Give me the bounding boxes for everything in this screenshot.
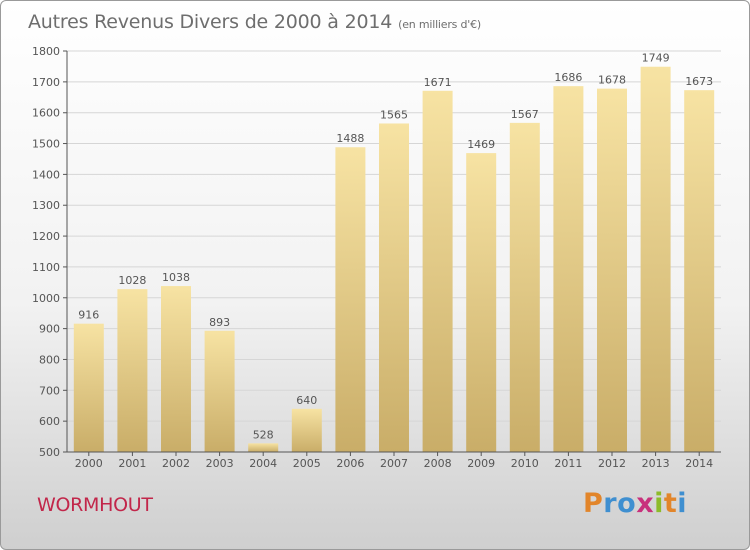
bar: [422, 90, 453, 453]
x-tick-label: 2005: [293, 457, 321, 470]
data-label: 1038: [162, 271, 190, 284]
bar: [553, 86, 584, 452]
x-tick-label: 2001: [118, 457, 146, 470]
y-tick-label: 1300: [32, 199, 60, 212]
y-tick-label: 1400: [32, 168, 60, 181]
data-label: 1686: [554, 71, 582, 84]
data-label: 640: [296, 394, 317, 407]
data-label: 528: [253, 428, 274, 441]
y-tick-label: 1000: [32, 292, 60, 305]
data-label: 1469: [467, 138, 495, 151]
bar: [248, 443, 279, 452]
bar: [466, 153, 497, 452]
data-label: 1488: [336, 132, 364, 145]
commune-name: WORMHOUT: [37, 494, 153, 516]
chart-title-main: Autres Revenus Divers de 2000 à 2014: [28, 11, 393, 33]
bar: [684, 90, 715, 452]
logo-letter: i: [654, 488, 664, 519]
bar: [335, 147, 366, 453]
x-tick-label: 2002: [162, 457, 190, 470]
y-tick-label: 1200: [32, 230, 60, 243]
x-tick-label: 2009: [467, 457, 495, 470]
x-tick-label: 2013: [642, 457, 670, 470]
chart-title-unit: (en milliers d'€): [398, 18, 482, 31]
data-label: 1028: [118, 274, 146, 287]
x-tick-label: 2012: [598, 457, 626, 470]
y-tick-label: 1600: [32, 107, 60, 120]
x-tick-label: 2008: [424, 457, 452, 470]
bar: [291, 408, 322, 452]
data-label: 1567: [511, 108, 539, 121]
bar: [204, 330, 235, 452]
x-tick-label: 2000: [75, 457, 103, 470]
x-tick-label: 2006: [336, 457, 364, 470]
data-label: 1678: [598, 74, 626, 87]
bar: [640, 66, 671, 452]
y-tick-label: 1100: [32, 261, 60, 274]
logo-letter: o: [617, 488, 637, 519]
x-tick-label: 2007: [380, 457, 408, 470]
bar: [379, 123, 409, 452]
logo-letter: P: [583, 488, 604, 519]
bar: [161, 286, 191, 452]
bar: [73, 323, 104, 452]
logo-letter: t: [663, 488, 678, 519]
x-tick-label: 2004: [249, 457, 277, 470]
logo-letter: x: [636, 488, 655, 519]
proxiti-logo: Proxiti: [583, 488, 687, 519]
chart-title: Autres Revenus Divers de 2000 à 2014 (en …: [28, 11, 481, 33]
x-tick-label: 2014: [685, 457, 713, 470]
x-tick-label: 2011: [554, 457, 582, 470]
y-tick-label: 900: [39, 323, 60, 336]
logo-letter: r: [603, 488, 618, 519]
y-tick-label: 700: [39, 384, 60, 397]
data-label: 1673: [685, 75, 713, 88]
data-label: 916: [78, 309, 99, 322]
y-tick-label: 800: [39, 353, 60, 366]
y-tick-label: 1800: [32, 45, 60, 58]
bar: [509, 122, 540, 453]
data-label: 1749: [642, 52, 670, 65]
x-tick-label: 2003: [206, 457, 234, 470]
y-tick-label: 600: [39, 415, 60, 428]
logo-letter: i: [677, 488, 688, 519]
bar: [597, 88, 627, 452]
bar: [117, 289, 148, 452]
data-label: 893: [209, 316, 230, 329]
y-tick-label: 1700: [32, 76, 60, 89]
data-label: 1671: [424, 76, 452, 89]
data-label: 1565: [380, 108, 408, 121]
y-tick-label: 500: [39, 446, 60, 459]
x-tick-label: 2010: [511, 457, 539, 470]
y-tick-label: 1500: [32, 138, 60, 151]
